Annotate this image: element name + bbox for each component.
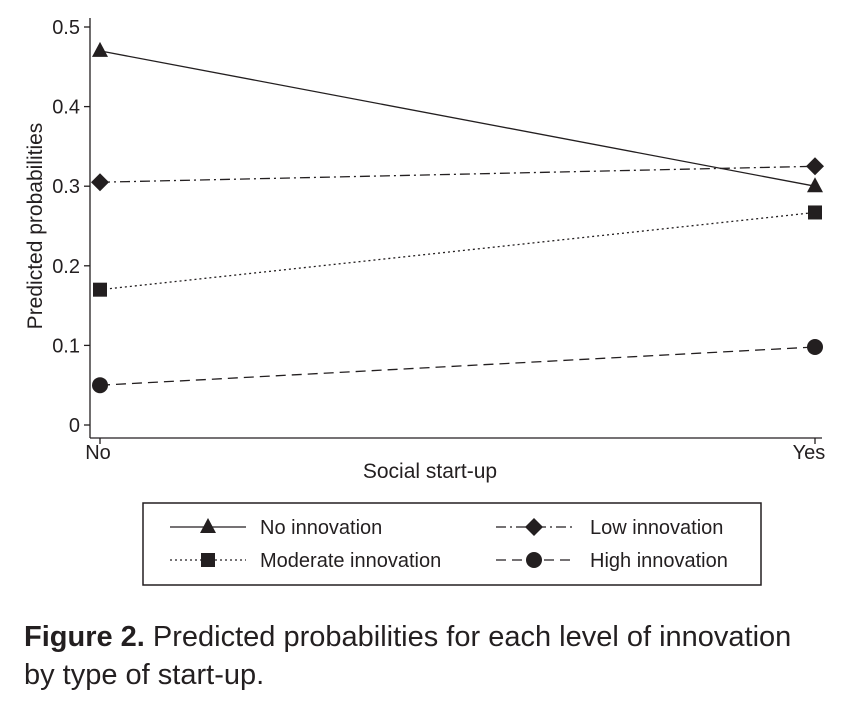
series-line-low-innovation bbox=[99, 165, 816, 183]
data-point-low-innovation bbox=[806, 157, 824, 176]
series-line-moderate-innovation bbox=[99, 211, 816, 291]
data-point-high-innovation bbox=[92, 377, 108, 394]
data-point-no-innovation bbox=[92, 41, 108, 57]
legend-label-high-innovation: High innovation bbox=[590, 550, 728, 572]
x-axis-label: Social start-up bbox=[363, 460, 497, 483]
x-tick-label: Yes bbox=[793, 442, 826, 464]
legend-label-moderate-innovation: Moderate innovation bbox=[260, 550, 441, 572]
legend-marker-no-innovation bbox=[200, 518, 216, 533]
y-tick-label: 0 bbox=[69, 415, 80, 437]
y-axis-label: Predicted probabilities bbox=[24, 123, 47, 330]
y-tick-label: 0.4 bbox=[52, 97, 80, 119]
data-point-low-innovation bbox=[91, 173, 109, 192]
y-tick-label: 0.5 bbox=[52, 17, 80, 39]
legend-marker-moderate-innovation bbox=[201, 553, 215, 567]
series-line-high-innovation bbox=[99, 346, 816, 386]
y-tick-label: 0.3 bbox=[52, 176, 80, 198]
x-tick-label: No bbox=[85, 442, 111, 464]
y-tick-label: 0.1 bbox=[52, 335, 80, 357]
legend-marker-high-innovation bbox=[526, 552, 542, 568]
data-point-no-innovation bbox=[807, 177, 823, 193]
caption-label: Figure 2. bbox=[24, 621, 145, 653]
figure-caption: Figure 2. Predicted probabilities for ea… bbox=[24, 618, 824, 694]
legend-marker-low-innovation bbox=[525, 518, 543, 536]
data-point-moderate-innovation bbox=[808, 205, 822, 220]
legend-label-no-innovation: No innovation bbox=[260, 517, 382, 539]
caption-text: Predicted probabilities for each level o… bbox=[24, 621, 792, 691]
legend-label-low-innovation: Low innovation bbox=[590, 517, 723, 539]
series-line-no-innovation bbox=[99, 50, 816, 187]
y-tick-label: 0.2 bbox=[52, 256, 80, 278]
data-point-moderate-innovation bbox=[93, 282, 107, 297]
legend-box bbox=[142, 502, 762, 586]
data-point-high-innovation bbox=[807, 338, 823, 355]
chart: 0 0.1 0.2 0.3 0.4 0.5 No Yes Social start-up P… bbox=[24, 17, 826, 586]
